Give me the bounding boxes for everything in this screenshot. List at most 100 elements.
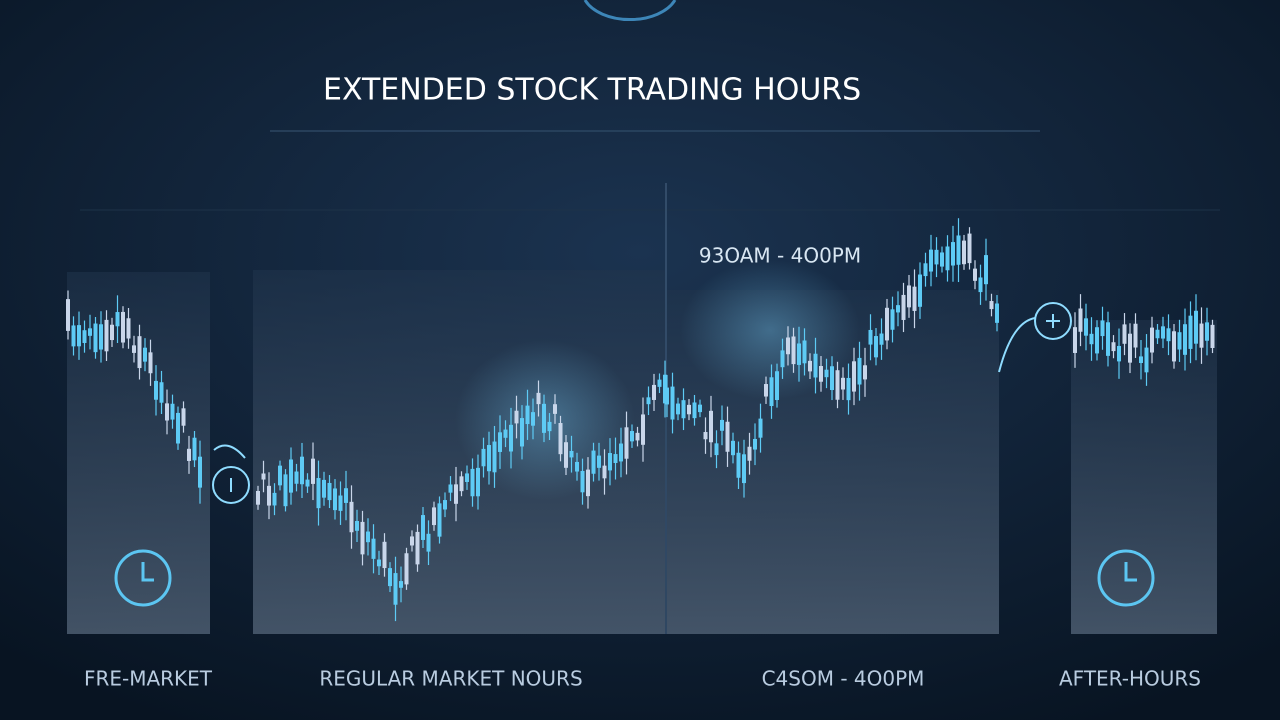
candle [366,531,370,543]
clock-icon [114,549,172,607]
candle [786,337,790,355]
candle [1128,333,1132,363]
candle [846,377,851,401]
candle [77,325,81,347]
candle [283,474,288,507]
candle [885,307,889,341]
candle [646,397,651,405]
clock-icon [1097,549,1155,607]
candles [66,218,1215,622]
candle [1210,324,1215,348]
candle [1122,324,1127,344]
candle [115,312,120,327]
candle [681,400,686,419]
candle [1194,310,1198,344]
candle [261,473,266,480]
candle [945,246,950,271]
candle [857,357,862,385]
candle [1172,331,1176,362]
candle [602,465,607,479]
candle [1106,322,1110,356]
candle [709,410,713,443]
candle [476,467,480,497]
candle [597,455,601,468]
candle [641,414,645,445]
candle [624,427,629,459]
candle [498,432,502,452]
candle [736,452,741,478]
candle [934,249,939,265]
candle [415,531,420,565]
candle [126,318,131,339]
candle [143,347,147,362]
candle [278,465,282,486]
candle [764,384,768,397]
candle [1095,327,1099,354]
candle [360,521,365,555]
candle [137,336,142,369]
candle [492,441,497,473]
candle [487,445,491,472]
candle [426,533,431,552]
candle [918,274,922,307]
candle [907,285,911,308]
candle [382,541,387,569]
candle [88,328,92,336]
candle [912,286,917,311]
candle [1111,342,1116,352]
candle [305,479,310,487]
candle [652,384,656,400]
candle [1133,323,1138,348]
candle [1161,326,1165,339]
candle [1117,345,1121,362]
candle [929,249,933,272]
candle [198,456,202,488]
candle [753,438,757,450]
candle [824,369,829,378]
candle [725,421,730,452]
candle [874,336,878,358]
candle [465,473,469,482]
candle [514,410,519,424]
candle [338,495,343,511]
candle [481,448,486,467]
candle [267,485,271,506]
candle [1084,318,1088,336]
candle [388,568,392,587]
candle [421,515,425,540]
candle [311,458,315,484]
candle [758,418,763,438]
candle [170,403,175,420]
candle [71,325,76,347]
candle [940,252,944,267]
candle [1144,347,1149,373]
candle [720,419,724,431]
candle [989,301,994,310]
session-label: AFTER-HOURS [1059,667,1201,691]
candle [962,240,966,265]
candle [432,507,436,526]
candle [187,448,191,461]
candle [121,311,125,343]
after-hours-panel [1071,320,1217,634]
candle [503,429,508,438]
candle [951,242,955,266]
candle [536,392,541,405]
candle [868,329,873,345]
candle [181,408,186,426]
top-ornament [583,0,677,22]
candle [1150,327,1154,353]
candle [564,442,568,468]
candle [132,345,136,353]
candle [99,324,103,350]
candle [192,437,197,461]
candle [575,461,579,472]
candle [984,255,988,285]
candle [657,379,662,387]
candle [272,492,277,506]
candle [670,386,675,420]
candle [830,366,834,391]
candle [66,299,70,331]
